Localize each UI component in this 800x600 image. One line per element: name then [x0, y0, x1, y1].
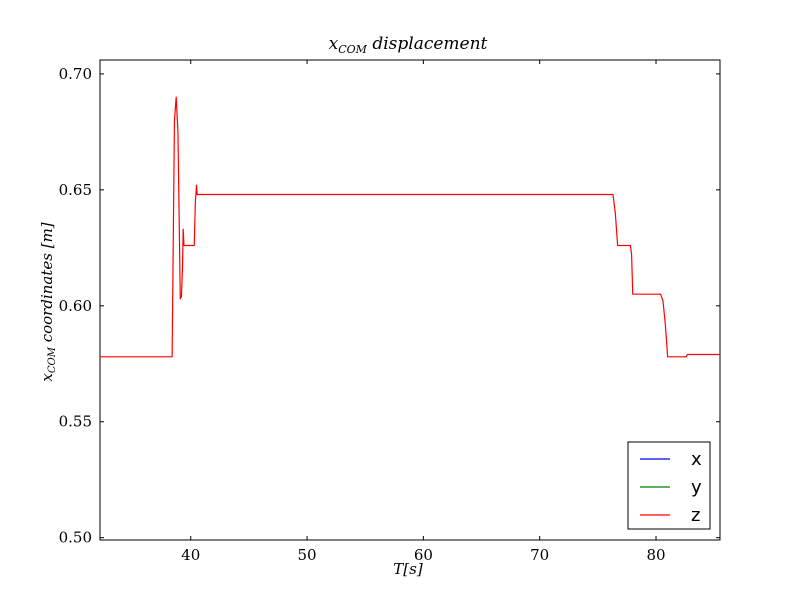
y-tick-label: 0.65	[59, 181, 92, 199]
legend-label-z: z	[691, 505, 700, 526]
y-tick-label: 0.50	[59, 529, 92, 547]
x-tick-label: 60	[414, 546, 433, 564]
y-tick-label: 0.60	[59, 297, 92, 315]
chart-title-rest: displacement	[367, 34, 488, 54]
x-tick-label: 70	[530, 546, 549, 564]
x-axis-ticks: 40 50 60 70 80	[181, 60, 666, 564]
chart-title-main: x	[329, 34, 339, 54]
series-layer	[100, 96, 720, 358]
y-tick-label: 0.70	[59, 65, 92, 83]
x-tick-label: 50	[298, 546, 317, 564]
x-tick-label: 80	[646, 546, 665, 564]
y-axis-label: xCOM coordinates [m]	[38, 222, 58, 381]
y-tick-label: 0.55	[59, 413, 92, 431]
plot-area	[99, 59, 721, 541]
chart-title-subscript: COM	[338, 43, 367, 56]
x-axis-label: T[s]	[393, 560, 423, 578]
x-tick-label: 40	[181, 546, 200, 564]
y-axis-label-subscript: COM	[47, 346, 58, 373]
y-axis-label-main: x	[38, 373, 56, 382]
series-line-z	[100, 96, 720, 358]
y-axis-ticks: 0.50 0.55 0.60 0.65 0.70	[59, 65, 720, 547]
y-axis-label-rest: coordinates [m]	[38, 222, 56, 347]
legend-entries: xyz	[640, 449, 702, 526]
legend-label-x: x	[691, 449, 702, 470]
chart-title: xCOM displacement	[329, 34, 488, 56]
legend-label-y: y	[691, 477, 702, 498]
legend: xyz	[627, 441, 711, 530]
